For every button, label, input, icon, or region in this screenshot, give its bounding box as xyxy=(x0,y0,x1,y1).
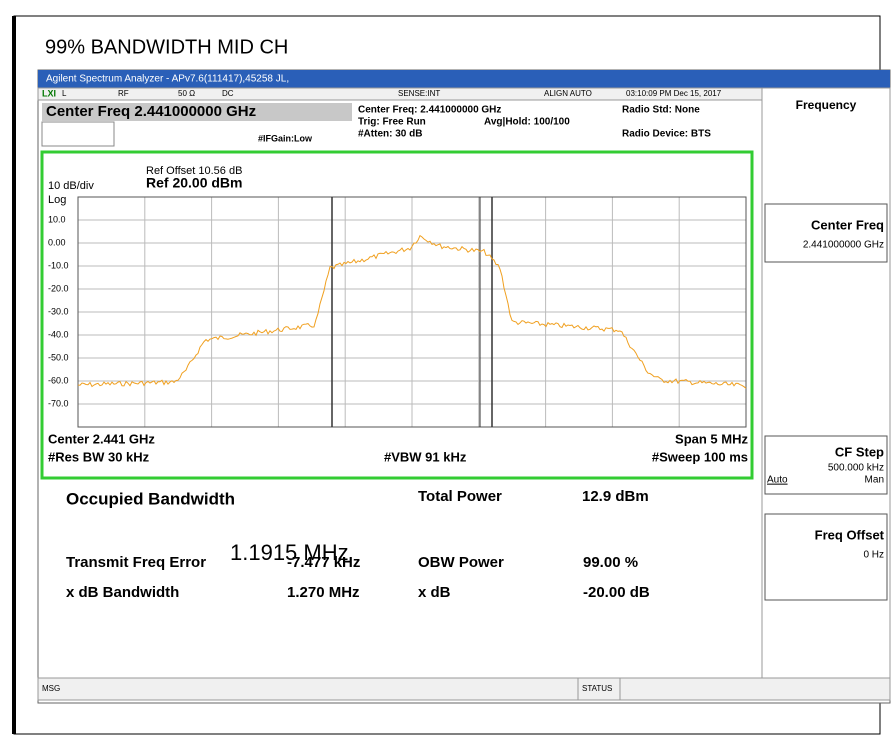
y-tick-label: -50.0 xyxy=(48,352,69,362)
sweep-label: #Sweep 100 ms xyxy=(652,449,748,464)
softkey-label: Center Freq xyxy=(811,217,884,232)
input-box xyxy=(41,121,115,147)
status-item: DC xyxy=(222,89,234,98)
ref-offset: Ref Offset 10.56 dB xyxy=(146,165,242,177)
setting: Trig: Free Run xyxy=(358,117,426,128)
vbw-label: #VBW 91 kHz xyxy=(384,449,467,464)
softkey[interactable] xyxy=(764,203,888,263)
y-tick-label: -30.0 xyxy=(48,306,69,316)
obw-value: 1.1915 MHz xyxy=(230,540,349,565)
result-label: OBW Power xyxy=(418,554,504,571)
y-tick-label: -60.0 xyxy=(48,375,69,385)
status-item: SENSE:INT xyxy=(398,89,440,98)
setting: Radio Std: None xyxy=(622,105,700,116)
status-bar xyxy=(37,677,891,701)
y-tick-label: 10.0 xyxy=(48,214,66,224)
trace xyxy=(77,234,747,389)
span-label: Span 5 MHz xyxy=(675,431,748,446)
softkey-value: 2.441000000 GHz xyxy=(803,240,884,251)
res-bw-label: #Res BW 30 kHz xyxy=(48,449,150,464)
result-value: -7.477 kHz xyxy=(287,554,360,571)
softkey-option: Man xyxy=(865,475,884,486)
softkey-value: 500.000 kHz xyxy=(828,463,884,474)
status-item: 50 Ω xyxy=(178,89,195,98)
softkey-label: CF Step xyxy=(835,444,884,459)
y-tick-label: -70.0 xyxy=(48,398,69,408)
y-tick-label: -20.0 xyxy=(48,283,69,293)
plot-area xyxy=(77,196,747,428)
scale: 10 dB/div xyxy=(48,180,94,192)
y-tick-label: 0.00 xyxy=(48,237,66,247)
setting: Avg|Hold: 100/100 xyxy=(484,117,570,128)
softkey-option: Auto xyxy=(767,475,788,486)
status-label: STATUS xyxy=(582,684,612,693)
softkey-value: 0 Hz xyxy=(863,550,884,561)
softkey-menu: Frequency xyxy=(796,98,857,112)
result-label: Transmit Freq Error xyxy=(66,554,206,571)
result-label: Occupied Bandwidth xyxy=(66,489,235,508)
result-label: x dB Bandwidth xyxy=(66,584,179,601)
result-label: x dB xyxy=(418,584,451,601)
center-freq-box xyxy=(42,103,352,121)
heading: 99% BANDWIDTH MID CH xyxy=(45,36,288,58)
result-value: -20.00 dB xyxy=(583,584,650,601)
setting: Center Freq: 2.441000000 GHz xyxy=(358,105,501,116)
status-icon: LXI xyxy=(42,88,56,98)
setting: #IFGain:Low xyxy=(258,133,313,143)
softkey[interactable] xyxy=(764,513,888,601)
softkey[interactable] xyxy=(764,435,888,495)
result-label: Total Power xyxy=(418,488,502,505)
result-value: 99.00 % xyxy=(583,554,638,571)
frame-edge xyxy=(12,16,16,734)
status-item: 03:10:09 PM Dec 15, 2017 xyxy=(626,89,722,98)
grid xyxy=(78,197,746,427)
center-label: Center 2.441 GHz xyxy=(48,431,155,446)
graph-box xyxy=(40,150,754,480)
title-bar xyxy=(38,70,890,88)
status-item: ALIGN AUTO xyxy=(544,89,592,98)
window-title: Agilent Spectrum Analyzer - APv7.6(11141… xyxy=(46,74,289,85)
setting: #Atten: 30 dB xyxy=(358,129,422,140)
softkey-label: Freq Offset xyxy=(815,527,885,542)
result-value: 12.9 dBm xyxy=(582,488,649,505)
log-label: Log xyxy=(48,194,66,206)
y-tick-label: -40.0 xyxy=(48,329,69,339)
status-item: L xyxy=(62,89,67,98)
ref-level: Ref 20.00 dBm xyxy=(146,175,242,191)
setting: Radio Device: BTS xyxy=(622,129,711,140)
result-value: 1.270 MHz xyxy=(287,584,360,601)
status-item: RF xyxy=(118,89,129,98)
y-tick-label: -10.0 xyxy=(48,260,69,270)
center-freq-box-text: Center Freq 2.441000000 GHz xyxy=(46,103,256,120)
msg-label: MSG xyxy=(42,684,60,693)
